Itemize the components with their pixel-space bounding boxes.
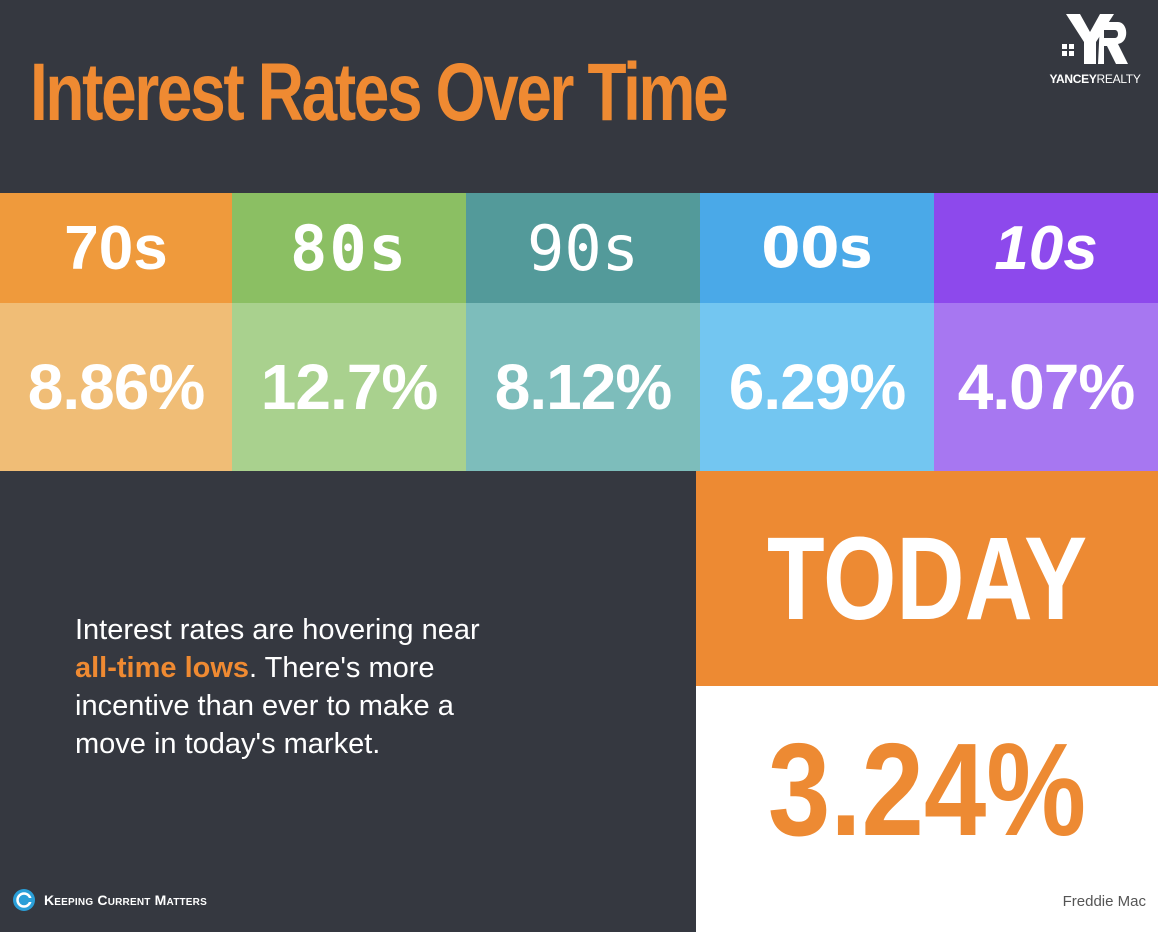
today-rate: 3.24%: [767, 716, 1087, 863]
decade-rate: 8.12%: [466, 303, 700, 471]
decade-label: 90s: [466, 193, 700, 303]
decade-rate: 12.7%: [232, 303, 466, 471]
decade-rates-grid: 70s 8.86% 80s 12.7% 90s 8.12% 00s 6.29% …: [0, 193, 1158, 471]
decade-label: 70s: [0, 193, 232, 303]
decade-column-90s: 90s 8.12%: [466, 193, 700, 471]
logo-name-bold: YANCEY: [1049, 72, 1097, 86]
footer-brand: Keeping Current Matters: [12, 888, 207, 912]
yr-monogram-icon: [1062, 14, 1128, 64]
body-line: Interest rates are hovering near: [75, 614, 480, 646]
decade-label: 80s: [232, 193, 466, 303]
decade-column-70s: 70s 8.86%: [0, 193, 232, 471]
yancey-realty-logo: YANCEYREALTY: [1040, 12, 1150, 94]
body-paragraph: Interest rates are hovering near all-tim…: [75, 611, 595, 763]
decade-rate: 4.07%: [934, 303, 1158, 471]
decade-rate: 8.86%: [0, 303, 232, 471]
today-label: TODAY: [766, 512, 1088, 645]
decade-rate: 6.29%: [700, 303, 934, 471]
today-header: TODAY: [696, 471, 1158, 686]
today-rate-panel: 3.24% Freddie Mac: [696, 686, 1158, 932]
logo-text: YANCEYREALTY: [1040, 72, 1150, 86]
body-line: move in today's market.: [75, 728, 381, 760]
page-title: Interest Rates Over Time: [30, 47, 729, 138]
decade-column-10s: 10s 4.07%: [934, 193, 1158, 471]
kcm-logo-icon: [13, 889, 35, 911]
footer-brand-text: Keeping Current Matters: [44, 892, 207, 908]
body-highlight: all-time lows: [75, 652, 250, 684]
decade-column-80s: 80s 12.7%: [232, 193, 466, 471]
body-line: incentive than ever to make a: [75, 690, 454, 722]
source-credit: Freddie Mac: [1062, 893, 1146, 910]
decade-label: 10s: [934, 193, 1158, 303]
decade-label: 00s: [700, 193, 934, 303]
body-line: . There's more: [249, 652, 435, 684]
logo-name-thin: REALTY: [1096, 72, 1141, 86]
decade-column-00s: 00s 6.29%: [700, 193, 934, 471]
